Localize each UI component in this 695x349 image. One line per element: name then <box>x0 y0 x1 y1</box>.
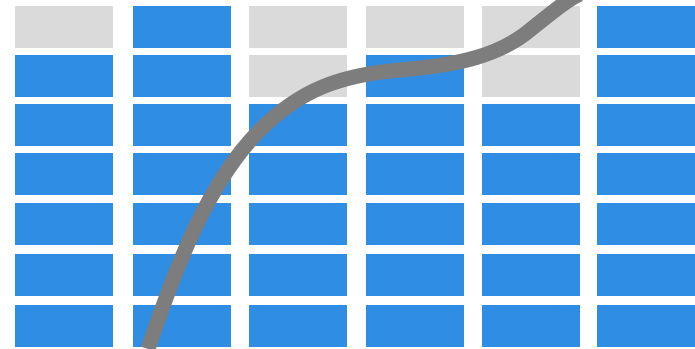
filled-block <box>482 305 580 347</box>
filled-block <box>482 203 580 245</box>
filled-block <box>133 6 231 48</box>
empty-block <box>366 6 464 48</box>
filled-block <box>366 305 464 347</box>
filled-block <box>133 203 231 245</box>
bar-columns <box>15 6 695 347</box>
filled-block <box>133 104 231 146</box>
filled-block <box>15 153 113 195</box>
bar-column-6 <box>597 6 695 347</box>
filled-block <box>366 153 464 195</box>
filled-block <box>597 254 695 296</box>
growth-curve <box>140 0 584 349</box>
bar-column-3 <box>249 6 347 347</box>
filled-block <box>482 254 580 296</box>
filled-block <box>597 305 695 347</box>
filled-block <box>482 153 580 195</box>
empty-block <box>249 6 347 48</box>
filled-block <box>597 104 695 146</box>
empty-block <box>482 55 580 97</box>
filled-block <box>366 104 464 146</box>
bar-column-1 <box>15 6 113 347</box>
filled-block <box>482 104 580 146</box>
filled-block <box>249 305 347 347</box>
filled-block <box>133 55 231 97</box>
empty-block <box>15 6 113 48</box>
filled-block <box>597 203 695 245</box>
filled-block <box>597 153 695 195</box>
filled-block <box>15 104 113 146</box>
filled-block <box>366 203 464 245</box>
filled-block <box>15 254 113 296</box>
filled-block <box>597 6 695 48</box>
filled-block <box>15 305 113 347</box>
filled-block <box>15 55 113 97</box>
filled-block <box>597 55 695 97</box>
filled-block <box>249 254 347 296</box>
filled-block <box>249 153 347 195</box>
filled-block <box>15 203 113 245</box>
filled-block <box>366 254 464 296</box>
filled-block <box>249 203 347 245</box>
